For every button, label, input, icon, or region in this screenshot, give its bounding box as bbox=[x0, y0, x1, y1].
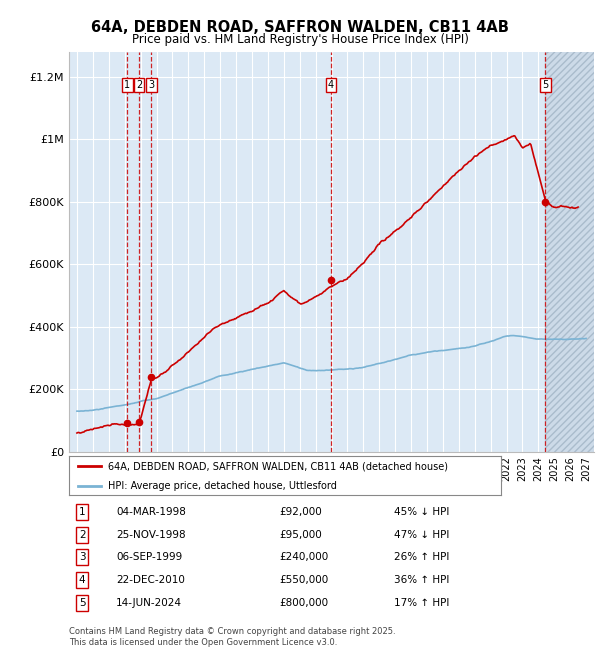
Bar bbox=[545, 52, 594, 452]
Text: 45% ↓ HPI: 45% ↓ HPI bbox=[395, 507, 450, 517]
Text: Contains HM Land Registry data © Crown copyright and database right 2025.
This d: Contains HM Land Registry data © Crown c… bbox=[69, 627, 395, 647]
Text: £800,000: £800,000 bbox=[279, 598, 328, 608]
Text: 3: 3 bbox=[148, 80, 154, 90]
Text: 3: 3 bbox=[79, 552, 85, 562]
Text: HPI: Average price, detached house, Uttlesford: HPI: Average price, detached house, Uttl… bbox=[108, 480, 337, 491]
Text: 64A, DEBDEN ROAD, SAFFRON WALDEN, CB11 4AB (detached house): 64A, DEBDEN ROAD, SAFFRON WALDEN, CB11 4… bbox=[108, 461, 448, 471]
Text: 4: 4 bbox=[328, 80, 334, 90]
Text: 1: 1 bbox=[124, 80, 130, 90]
Text: 17% ↑ HPI: 17% ↑ HPI bbox=[395, 598, 450, 608]
Text: 06-SEP-1999: 06-SEP-1999 bbox=[116, 552, 182, 562]
Text: 26% ↑ HPI: 26% ↑ HPI bbox=[395, 552, 450, 562]
Text: 25-NOV-1998: 25-NOV-1998 bbox=[116, 530, 186, 540]
Text: 04-MAR-1998: 04-MAR-1998 bbox=[116, 507, 186, 517]
Text: 2: 2 bbox=[79, 530, 85, 540]
Text: 1: 1 bbox=[79, 507, 85, 517]
Text: £95,000: £95,000 bbox=[279, 530, 322, 540]
Text: £240,000: £240,000 bbox=[279, 552, 328, 562]
Text: 4: 4 bbox=[79, 575, 85, 585]
Text: 36% ↑ HPI: 36% ↑ HPI bbox=[395, 575, 450, 585]
Text: 5: 5 bbox=[542, 80, 548, 90]
Text: 2: 2 bbox=[136, 80, 142, 90]
Text: £550,000: £550,000 bbox=[279, 575, 328, 585]
Text: £92,000: £92,000 bbox=[279, 507, 322, 517]
Text: 5: 5 bbox=[79, 598, 85, 608]
Text: Price paid vs. HM Land Registry's House Price Index (HPI): Price paid vs. HM Land Registry's House … bbox=[131, 32, 469, 46]
Bar bbox=[545, 52, 594, 452]
Text: 14-JUN-2024: 14-JUN-2024 bbox=[116, 598, 182, 608]
Text: 64A, DEBDEN ROAD, SAFFRON WALDEN, CB11 4AB: 64A, DEBDEN ROAD, SAFFRON WALDEN, CB11 4… bbox=[91, 20, 509, 35]
Text: 47% ↓ HPI: 47% ↓ HPI bbox=[395, 530, 450, 540]
Text: 22-DEC-2010: 22-DEC-2010 bbox=[116, 575, 185, 585]
